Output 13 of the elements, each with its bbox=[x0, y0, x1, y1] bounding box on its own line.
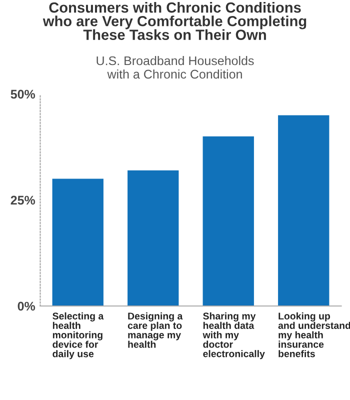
y-tick-label: 25% bbox=[10, 196, 36, 205]
bar bbox=[278, 115, 330, 306]
bar bbox=[52, 178, 104, 306]
chart-title: Consumers with Chronic Conditions who are Very Comfortable Completing These Tasks on Their Own bbox=[42, 2, 306, 40]
y-tick-label: 50% bbox=[10, 90, 36, 99]
x-tick-label: Sharing my health data with my doctor electronically bbox=[202, 312, 265, 360]
chart-subtitle: U.S. Broadband Households with a Chronic Condition bbox=[96, 56, 254, 79]
x-tick-label: Designing a care plan to manage my health bbox=[128, 312, 183, 348]
x-tick-label: Selecting a health monitoring device for daily use bbox=[52, 312, 104, 360]
bar bbox=[202, 136, 254, 306]
bar bbox=[128, 170, 179, 306]
x-tick-label: Looking up and understand my health insurance benefits bbox=[278, 312, 350, 358]
y-tick-label: 0% bbox=[18, 302, 36, 311]
